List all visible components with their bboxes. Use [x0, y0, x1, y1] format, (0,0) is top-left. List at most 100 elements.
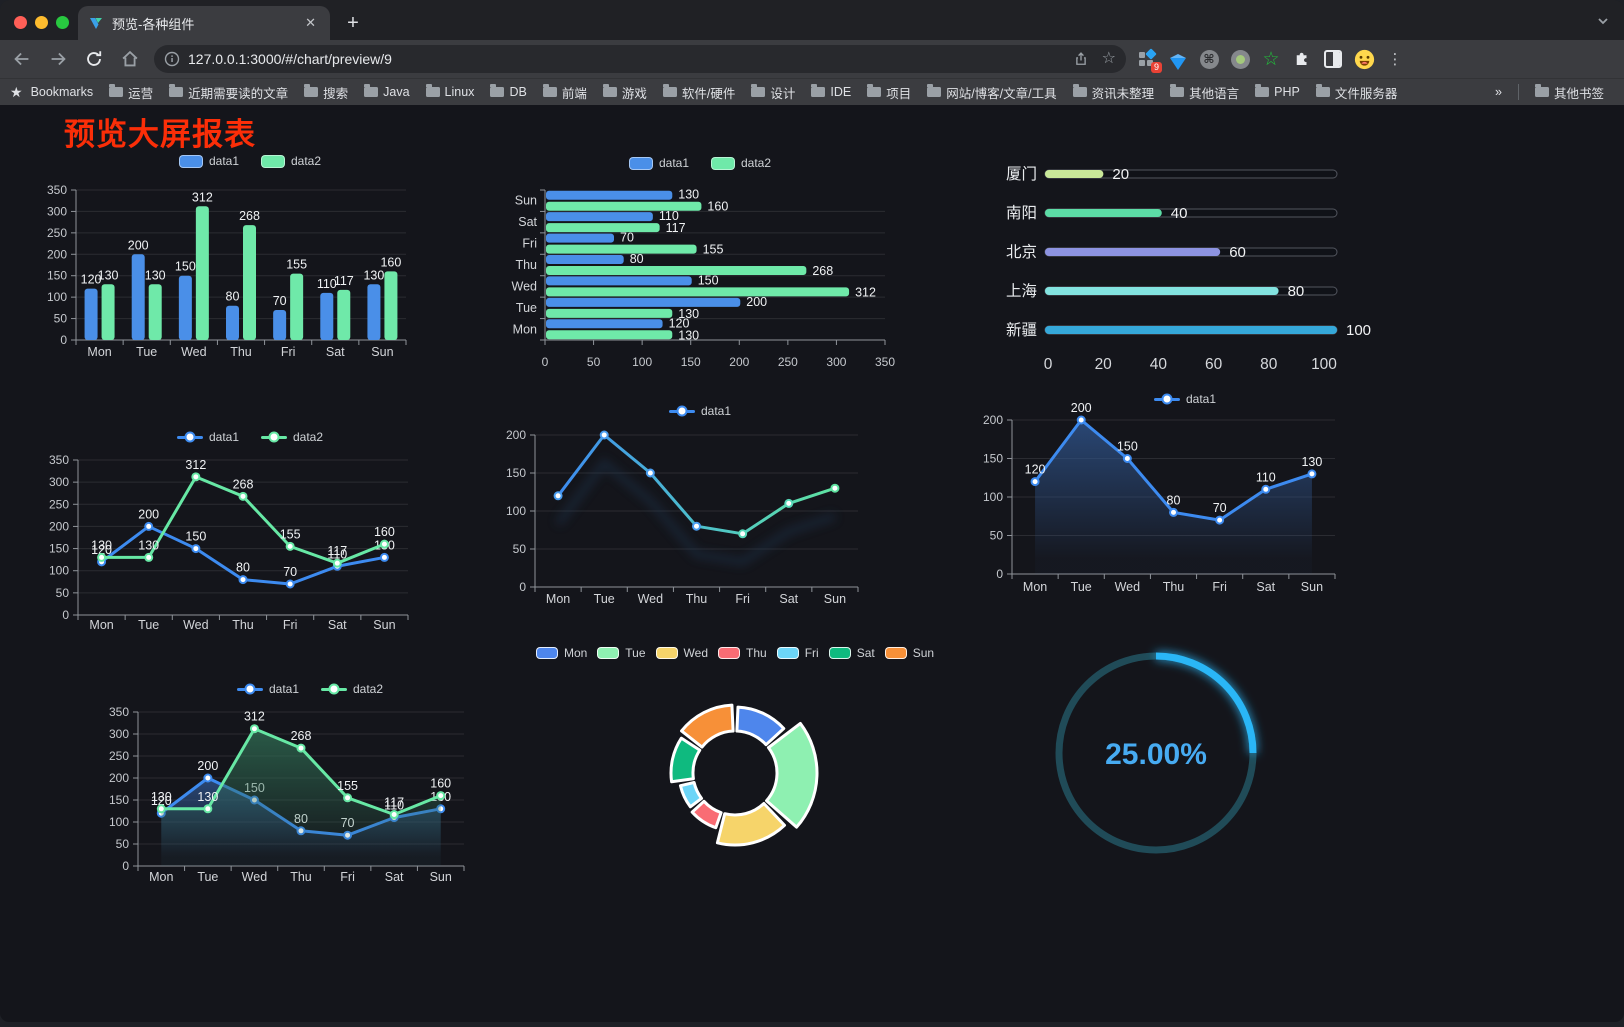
site-info-icon[interactable]: [164, 51, 180, 67]
legend-item-Sun[interactable]: Sun: [884, 646, 934, 660]
bookmark-folder[interactable]: Java: [356, 84, 417, 99]
legend-swatch-icon: [178, 154, 203, 168]
tab-close-icon[interactable]: ✕: [305, 15, 316, 30]
svg-text:100: 100: [49, 564, 69, 578]
address-bar[interactable]: 127.0.0.1:3000/#/chart/preview/9 ☆: [154, 45, 1126, 73]
legend-item-data1[interactable]: data1: [1153, 392, 1216, 406]
bookmark-star-icon[interactable]: ☆: [1101, 50, 1116, 67]
svg-text:北京: 北京: [1006, 243, 1037, 261]
legend-item-data1[interactable]: data1: [668, 404, 731, 418]
svg-text:117: 117: [384, 796, 404, 810]
line-two-canvas[interactable]: 0 50 100 150 200 250 300 350 Mon Tue Wed Thu Fri Sat S…: [40, 428, 460, 642]
bookmark-folder[interactable]: 资讯未整理: [1065, 83, 1163, 102]
legend-item-Sat[interactable]: Sat: [828, 646, 875, 660]
legend-item-data2[interactable]: data2: [711, 156, 771, 170]
bookmarks-bar: ★ Bookmarks 运营 近期需要读的文章 搜索 Java Linux DB 前端 游戏 软…: [0, 78, 1624, 105]
svg-text:155: 155: [286, 258, 307, 272]
folder-icon: [364, 84, 379, 97]
back-icon[interactable]: [8, 45, 36, 73]
progress-canvas[interactable]: 厦门 20 南阳 40 北京 60 上海 80 新疆 100 0 20 40 60 80 100: [990, 150, 1390, 385]
legend-dot-icon: [184, 431, 196, 443]
close-window-button[interactable]: [14, 16, 27, 29]
legend-item-Thu[interactable]: Thu: [718, 646, 767, 660]
svg-text:155: 155: [337, 779, 358, 793]
svg-text:80: 80: [1288, 283, 1305, 300]
bookmark-folder[interactable]: 其他语言: [1162, 83, 1247, 102]
bookmark-folder[interactable]: 游戏: [595, 83, 655, 102]
bookmark-folder[interactable]: Linux: [418, 84, 483, 99]
puzzle-extensions-icon[interactable]: [1291, 48, 1313, 70]
reload-icon[interactable]: [80, 45, 108, 73]
gem-extension-icon[interactable]: [1167, 48, 1189, 70]
svg-text:130: 130: [145, 268, 166, 282]
browser-menu-icon[interactable]: ⋮: [1387, 51, 1403, 68]
bookmarks-manager-item[interactable]: Bookmarks: [23, 85, 102, 99]
bookmark-folder[interactable]: PHP: [1247, 84, 1308, 99]
legend-item-data2[interactable]: data2: [261, 430, 323, 444]
legend-item-data2[interactable]: data2: [261, 154, 321, 168]
bookmark-folder[interactable]: 搜索: [296, 83, 356, 102]
dashboard-page: 预览大屏报表 data1 data2 0 50 100 150 200 250 300 350 Mo…: [0, 105, 1624, 1022]
svg-text:0: 0: [519, 580, 526, 594]
bookmark-folder[interactable]: 运营: [101, 83, 161, 102]
svg-text:Mon: Mon: [546, 592, 570, 606]
legend-swatch-icon: [776, 647, 799, 659]
svg-text:Sun: Sun: [430, 870, 452, 884]
star-extension-icon[interactable]: ☆: [1262, 48, 1280, 70]
legend-item-data2[interactable]: data2: [321, 682, 383, 696]
svg-text:350: 350: [47, 183, 67, 197]
grid-extension-icon[interactable]: 9: [1136, 48, 1162, 73]
other-bookmarks-folder[interactable]: 其他书签: [1527, 83, 1612, 102]
legend-swatch-icon: [236, 683, 263, 695]
gauge-canvas[interactable]: 25.00%: [1026, 623, 1286, 883]
donut-canvas[interactable]: [540, 640, 930, 898]
bookmark-folder[interactable]: 文件服务器: [1308, 83, 1406, 102]
svg-text:Thu: Thu: [686, 592, 708, 606]
home-icon[interactable]: [116, 45, 144, 73]
chevron-down-icon[interactable]: [1596, 14, 1610, 28]
svg-text:200: 200: [746, 295, 767, 309]
chart-legend: data1 data2: [100, 682, 520, 696]
command-extension-icon[interactable]: ⌘: [1198, 48, 1220, 70]
bookmark-folder[interactable]: IDE: [803, 84, 859, 99]
bookmark-folder[interactable]: 设计: [743, 83, 803, 102]
folder-icon: [542, 84, 557, 97]
svg-text:70: 70: [283, 565, 297, 579]
area-two-canvas[interactable]: 0 50 100 150 200 250 300 350 Mon Tue Wed Thu Fri Sat S…: [100, 680, 520, 894]
legend-item-Tue[interactable]: Tue: [597, 646, 646, 660]
bookmark-folder[interactable]: 软件/硬件: [655, 83, 743, 102]
line-gradient-canvas[interactable]: 0 50 100 150 200 Mon Tue Wed Thu Fri Sat Sun: [500, 402, 900, 616]
svg-text:150: 150: [47, 269, 67, 283]
dot-extension-icon[interactable]: [1229, 48, 1251, 70]
bookmark-folder[interactable]: 前端: [535, 83, 595, 102]
bookmark-folder[interactable]: 近期需要读的文章: [161, 83, 296, 102]
legend-item-data1[interactable]: data1: [628, 156, 689, 170]
legend-item-Mon[interactable]: Mon: [535, 646, 587, 660]
profile-avatar[interactable]: [1353, 48, 1375, 70]
svg-text:80: 80: [630, 252, 644, 266]
area-blue-canvas[interactable]: 0 50 100 150 200 Mon Tue Wed Thu Fri Sat Sun 120 200 1…: [980, 390, 1390, 604]
svg-text:268: 268: [233, 477, 254, 491]
legend-item-Wed[interactable]: Wed: [655, 646, 708, 660]
bookmark-folder[interactable]: 项目: [859, 83, 919, 102]
svg-text:上海: 上海: [1006, 282, 1037, 300]
bar-horizontal-chart: data1 data2 0 50 100 150 200 250 300 350 Sun 130 160…: [500, 150, 900, 370]
minimize-window-button[interactable]: [35, 16, 48, 29]
bar-vertical-canvas[interactable]: 0 50 100 150 200 250 300 350 Mon Tue Wed Thu Fri Sat S…: [40, 148, 460, 368]
legend-item-Fri[interactable]: Fri: [776, 646, 819, 660]
bookmarks-overflow-button[interactable]: »: [1495, 85, 1502, 99]
forward-icon[interactable]: [44, 45, 72, 73]
svg-text:130: 130: [678, 328, 699, 342]
halfsquare-extension-icon[interactable]: [1322, 48, 1344, 70]
legend-item-data1[interactable]: data1: [236, 682, 299, 696]
bookmark-folder[interactable]: DB: [482, 84, 534, 99]
legend-label: data1: [268, 682, 299, 696]
browser-tab[interactable]: 预览-各种组件 ✕: [78, 6, 330, 40]
share-icon[interactable]: [1072, 50, 1090, 68]
new-tab-button[interactable]: +: [347, 11, 359, 34]
legend-item-data1[interactable]: data1: [176, 430, 239, 444]
zoom-window-button[interactable]: [56, 16, 69, 29]
legend-item-data1[interactable]: data1: [178, 154, 239, 168]
bookmark-folder[interactable]: 网站/博客/文章/工具: [919, 83, 1064, 102]
